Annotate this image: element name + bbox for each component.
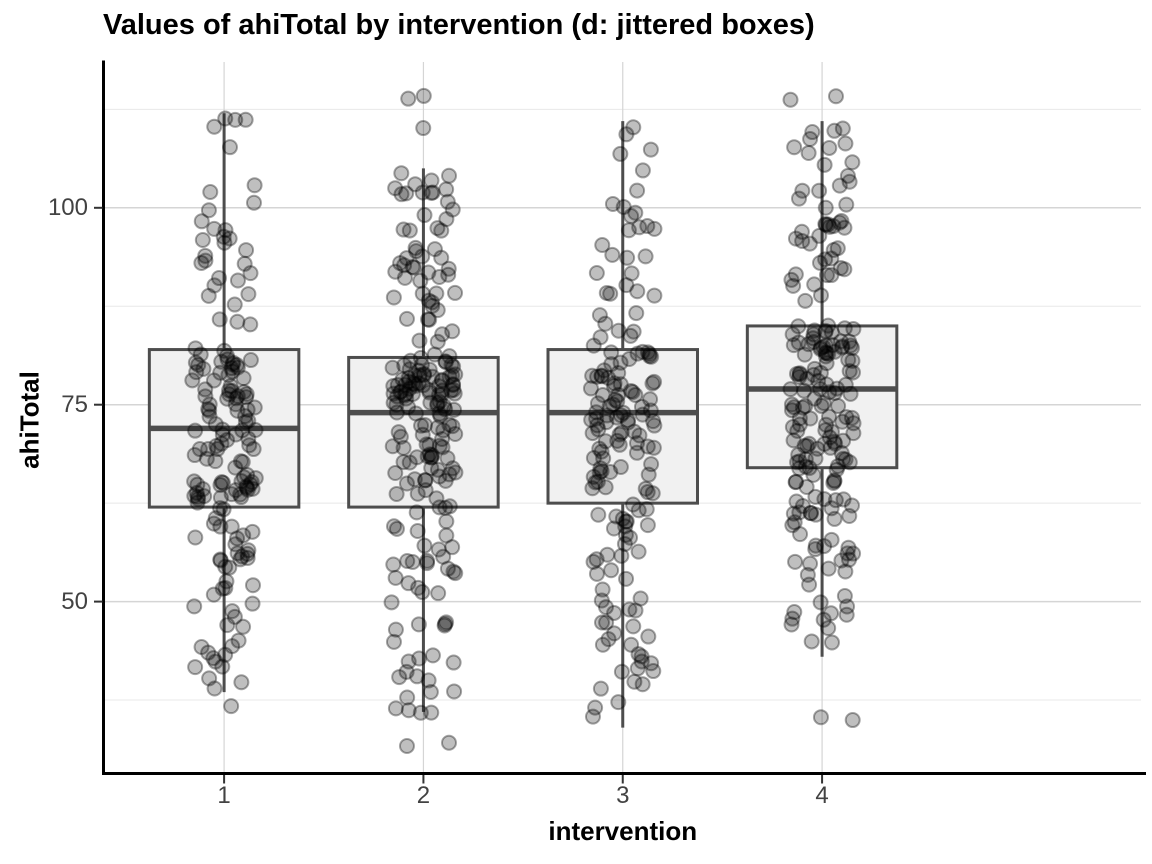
x-tick-label: 2: [416, 782, 431, 809]
chart-title: Values of ahiTotal by intervention (d: j…: [103, 9, 815, 41]
y-tick-label: 100: [47, 193, 88, 221]
x-tick-label: 1: [217, 782, 231, 809]
y-tick-label: 50: [61, 587, 88, 615]
x-axis-title: intervention: [548, 816, 698, 846]
x-tick-label: 3: [616, 782, 630, 809]
y-tick-label: 75: [61, 390, 88, 418]
x-tick-label: 4: [815, 782, 829, 809]
